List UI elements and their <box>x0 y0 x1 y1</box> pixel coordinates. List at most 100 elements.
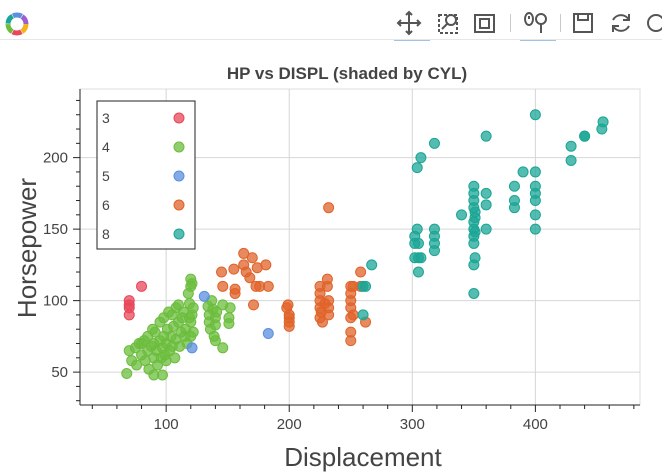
hover-icon[interactable] <box>644 8 662 38</box>
data-point <box>469 226 481 238</box>
wheel-zoom-icon[interactable] <box>520 8 556 41</box>
data-point <box>149 326 161 338</box>
x-tick-label: 300 <box>400 416 425 433</box>
toolbar-separator <box>510 14 511 32</box>
data-point <box>411 223 423 235</box>
data-point <box>428 230 440 242</box>
data-point <box>211 306 223 318</box>
legend-marker <box>173 170 185 182</box>
legend-label: 5 <box>102 168 110 184</box>
data-point <box>355 266 367 278</box>
data-point <box>597 116 609 128</box>
refresh-icon[interactable] <box>606 8 636 38</box>
data-point <box>223 317 235 329</box>
data-point <box>224 302 236 314</box>
data-point <box>456 209 468 221</box>
y-axis-title: Horsepower <box>12 178 42 319</box>
box-zoom-icon[interactable] <box>434 8 464 38</box>
data-point <box>246 252 258 264</box>
data-point <box>282 299 294 311</box>
data-points <box>121 109 609 381</box>
toolbar-separator <box>560 14 561 32</box>
data-point <box>156 369 168 381</box>
x-axis-title: Displacement <box>284 442 442 472</box>
data-point <box>428 245 440 257</box>
x-tick-label: 400 <box>523 416 548 433</box>
y-tick-label: 50 <box>51 364 68 381</box>
data-point <box>323 302 335 314</box>
logo-icon <box>2 9 32 39</box>
x-tick-label: 200 <box>277 416 302 433</box>
data-point <box>187 302 199 314</box>
data-point <box>415 252 427 264</box>
legend-marker <box>173 199 185 211</box>
data-point <box>508 180 520 192</box>
axes: 100 200 300 400 50 100 150 200 <box>43 89 640 433</box>
data-point <box>131 359 143 371</box>
chart-title: HP vs DISPL (shaded by CYL) <box>227 64 467 83</box>
data-point <box>357 309 369 321</box>
legend: 3 4 5 6 8 <box>96 100 196 250</box>
data-point <box>216 266 228 278</box>
data-point <box>480 187 492 199</box>
data-point <box>469 206 481 218</box>
scatter-chart: 100 200 300 400 50 100 150 200 3 4 5 6 8 HP vs DISP… <box>12 64 641 472</box>
data-point <box>345 326 357 338</box>
legend-marker <box>173 112 185 124</box>
data-point <box>480 223 492 235</box>
data-point <box>121 368 133 380</box>
data-point <box>508 202 520 214</box>
data-point <box>529 180 541 192</box>
data-point <box>360 280 372 292</box>
data-point <box>262 280 274 292</box>
data-point <box>136 280 148 292</box>
data-point <box>209 335 221 347</box>
data-point <box>186 277 198 289</box>
data-point <box>187 326 199 338</box>
legend-marker <box>173 141 185 153</box>
reset-view-icon[interactable] <box>470 8 500 38</box>
data-point <box>123 302 135 314</box>
data-point <box>412 237 424 249</box>
y-tick-label: 100 <box>43 293 68 310</box>
data-point <box>480 130 492 142</box>
data-point <box>262 328 274 340</box>
data-point <box>428 137 440 149</box>
legend-label: 6 <box>102 197 110 213</box>
data-point <box>283 320 295 332</box>
x-tick-label: 100 <box>154 416 179 433</box>
data-point <box>529 109 541 121</box>
data-point <box>468 287 480 299</box>
gridlines <box>80 89 640 405</box>
pan-icon[interactable] <box>394 8 430 41</box>
data-point <box>228 263 240 275</box>
data-point <box>529 209 541 221</box>
data-point <box>217 342 229 354</box>
legend-label: 4 <box>102 139 110 155</box>
data-point <box>469 252 481 264</box>
data-point <box>468 180 480 192</box>
legend-marker <box>173 228 185 240</box>
data-point <box>169 352 181 364</box>
data-point <box>565 140 577 152</box>
toolbar-divider <box>0 39 662 40</box>
data-point <box>209 319 221 331</box>
data-point <box>412 266 424 278</box>
data-point <box>529 223 541 235</box>
y-tick-label: 200 <box>43 150 68 167</box>
data-point <box>366 259 378 271</box>
data-point <box>198 290 210 302</box>
legend-label: 8 <box>102 226 110 242</box>
data-point <box>244 272 256 284</box>
save-icon[interactable] <box>568 8 598 38</box>
data-point <box>260 259 272 271</box>
data-point <box>248 299 260 311</box>
data-point <box>529 166 541 178</box>
data-point <box>186 342 198 354</box>
y-tick-label: 150 <box>43 221 68 238</box>
data-point <box>316 316 328 328</box>
data-point <box>323 202 335 214</box>
data-point <box>411 162 423 174</box>
data-point <box>321 273 333 285</box>
data-point <box>480 199 492 211</box>
